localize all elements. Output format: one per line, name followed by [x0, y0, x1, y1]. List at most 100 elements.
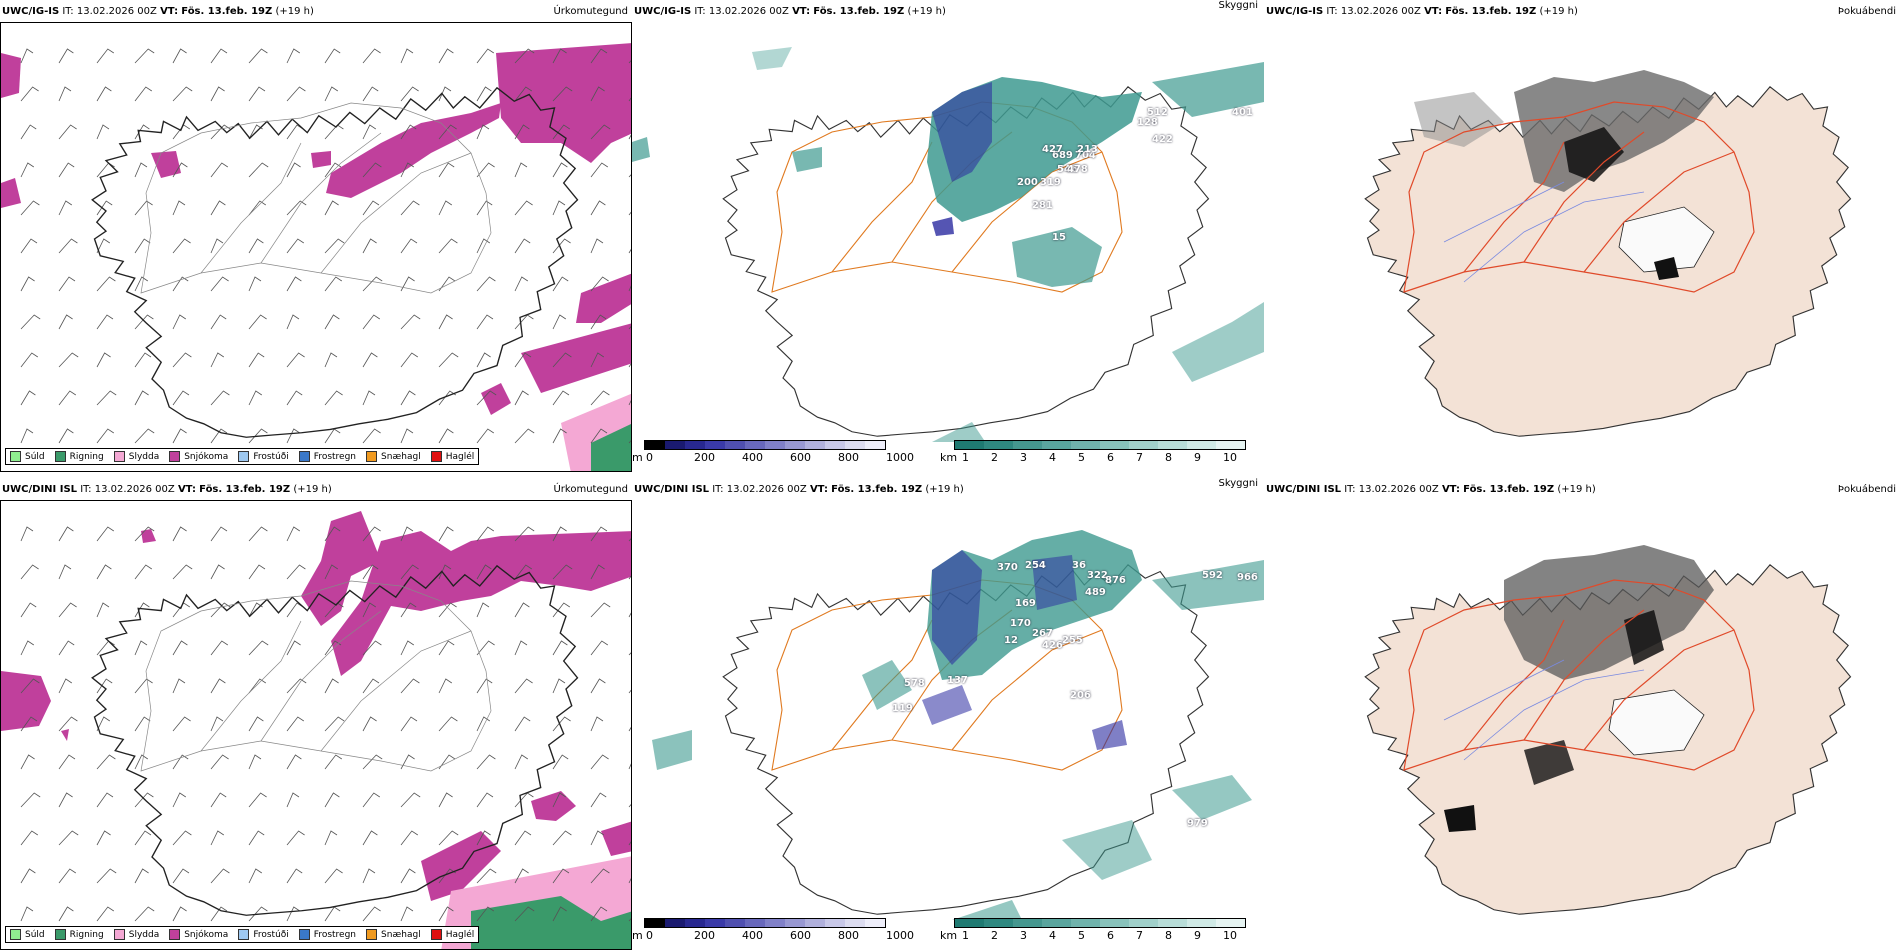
colorbar-tick: 8: [1165, 451, 1172, 464]
fog-index-panel: UWC/IG-IS IT: 13.02.2026 00Z VT: Fös. 13…: [1264, 0, 1900, 472]
colorbar-swatch: [845, 441, 865, 449]
legend-swatch: [238, 929, 250, 940]
ceiling-value-label: 689: [1052, 150, 1073, 161]
ceiling-value-label: 322: [1087, 570, 1108, 581]
colorbar-swatch: [984, 919, 1013, 927]
visibility-colorbar: km 1 2 3 4 5 6 7 8 9 10: [940, 440, 1252, 466]
precip-map: [1, 511, 631, 949]
ceiling-unit: m: [632, 929, 643, 942]
vis-map: [632, 47, 1264, 442]
colorbar-swatch: [1187, 441, 1216, 449]
legend-item: Snjókoma: [169, 451, 228, 462]
colorbar-tick: 7: [1136, 451, 1143, 464]
colorbar-tick: 0: [646, 451, 653, 464]
colorbar-tick: 200: [694, 929, 715, 942]
colorbar-swatch: [825, 919, 845, 927]
colorbar-swatch: [1013, 919, 1042, 927]
model-name: UWC/DINI ISL: [1266, 484, 1342, 495]
legend-item: Frostúði: [238, 929, 289, 940]
ceiling-value-label: 170: [1010, 618, 1031, 629]
visibility-colorbar: km 1 2 3 4 5 6 7 8 9 10: [940, 918, 1252, 944]
legend-item: Snjókoma: [169, 929, 228, 940]
colorbar-swatch: [805, 919, 825, 927]
ceiling-value-label: 213: [1077, 144, 1098, 155]
panel-header: UWC/DINI ISL IT: 13.02.2026 00Z VT: Fös.…: [2, 484, 332, 495]
colorbar-swatch: [745, 919, 765, 927]
colorbar-swatch: [705, 441, 725, 449]
panel-header: UWC/IG-IS IT: 13.02.2026 00Z VT: Fös. 13…: [634, 6, 946, 17]
colorbar-tick: 1000: [886, 451, 914, 464]
colorbar-swatch: [1129, 441, 1158, 449]
ceiling-value-label: 12: [1004, 635, 1018, 646]
colorbar-tick: 6: [1107, 451, 1114, 464]
model-name: UWC/IG-IS: [634, 6, 692, 17]
panel-header: UWC/DINI ISL IT: 13.02.2026 00Z VT: Fös.…: [634, 484, 964, 495]
colorbar-tick: 4: [1049, 451, 1056, 464]
model-name: UWC/IG-IS: [2, 6, 60, 17]
model-name: UWC/DINI ISL: [634, 484, 710, 495]
colorbar-tick: 10: [1223, 451, 1237, 464]
ceiling-value-label: 128: [1137, 117, 1158, 128]
colorbar-swatch: [984, 441, 1013, 449]
ceiling-value-label: 137: [947, 675, 968, 686]
legend-item: Haglél: [430, 929, 474, 940]
colorbar-swatch: [955, 919, 984, 927]
ceiling-value-label: 206: [1070, 690, 1091, 701]
ceiling-colorbar: m 0 200 400 600 800 1000: [632, 440, 932, 466]
legend-swatch: [113, 929, 125, 940]
precip-type-panel: UWC/DINI ISL IT: 13.02.2026 00Z VT: Fös.…: [0, 478, 632, 950]
colorbar-swatch: [805, 441, 825, 449]
precip-legend: Súld Rigning Slydda Snjókoma Frostúði Frostre…: [5, 926, 480, 943]
ceiling-value-label: 401: [1232, 107, 1253, 118]
colorbar-swatch: [765, 919, 785, 927]
colorbar-tick: 9: [1194, 451, 1201, 464]
ceiling-value-label: 592: [1202, 570, 1223, 581]
colorbar-swatch: [1216, 441, 1245, 449]
colorbar-tick: 200: [694, 451, 715, 464]
legend-swatch: [430, 451, 442, 462]
model-name: UWC/IG-IS: [1266, 6, 1324, 17]
ceiling-value-label: 427: [1042, 144, 1063, 155]
colorbar-swatch: [645, 441, 665, 449]
colorbar-swatch: [685, 441, 705, 449]
ceiling-value-label: 426: [1042, 640, 1063, 651]
colorbar-tick: 3: [1020, 451, 1027, 464]
ceiling-value-label: 200: [1017, 177, 1038, 188]
colorbar-swatch: [665, 919, 685, 927]
ceiling-value-label: 876: [1105, 575, 1126, 586]
ceiling-value-label: 281: [1032, 200, 1053, 211]
colorbar-swatch: [1129, 919, 1158, 927]
ceiling-value-label: 254: [1025, 560, 1046, 571]
colorbar-tick: 5: [1078, 451, 1085, 464]
colorbar-tick: 400: [742, 929, 763, 942]
legend-swatch: [10, 451, 21, 462]
colorbar-swatch: [745, 441, 765, 449]
precip-type-panel: UWC/IG-IS IT: 13.02.2026 00Z VT: Fös. 13…: [0, 0, 632, 472]
colorbar-swatch: [865, 441, 885, 449]
colorbar-tick: 7: [1136, 929, 1143, 942]
colorbar-tick: 9: [1194, 929, 1201, 942]
colorbar-swatch: [665, 441, 685, 449]
colorbar-tick: 2: [991, 929, 998, 942]
colorbar-tick: 800: [838, 451, 859, 464]
legend-swatch: [54, 929, 66, 940]
visibility-panel: UWC/IG-IS IT: 13.02.2026 00Z VT: Fös. 13…: [632, 0, 1324, 470]
legend-swatch: [298, 929, 310, 940]
colorbar-tick: 6: [1107, 929, 1114, 942]
colorbar-swatch: [1071, 441, 1100, 449]
ceiling-value-label: 370: [997, 562, 1018, 573]
colorbar-tick: 1000: [886, 929, 914, 942]
legend-item: Slydda: [113, 929, 159, 940]
legend-item: Rigning: [54, 929, 104, 940]
colorbar-tick: 4: [1049, 929, 1056, 942]
colorbar-swatch: [955, 441, 984, 449]
ceiling-value-label: 119: [892, 703, 913, 714]
colorbar-tick: 400: [742, 451, 763, 464]
colorbar-swatch: [1100, 441, 1129, 449]
legend-swatch: [113, 451, 125, 462]
legend-swatch: [298, 451, 310, 462]
colorbar-swatch: [725, 441, 745, 449]
visibility-map-frame: 128 512 401 422 689 704 546 213 427 478 319 200 281 1…: [632, 22, 1264, 442]
visibility-map-frame: 254 36 322 876 489 370 267 426 255 170 12 578 169 206…: [632, 500, 1264, 920]
colorbar-swatch: [725, 919, 745, 927]
